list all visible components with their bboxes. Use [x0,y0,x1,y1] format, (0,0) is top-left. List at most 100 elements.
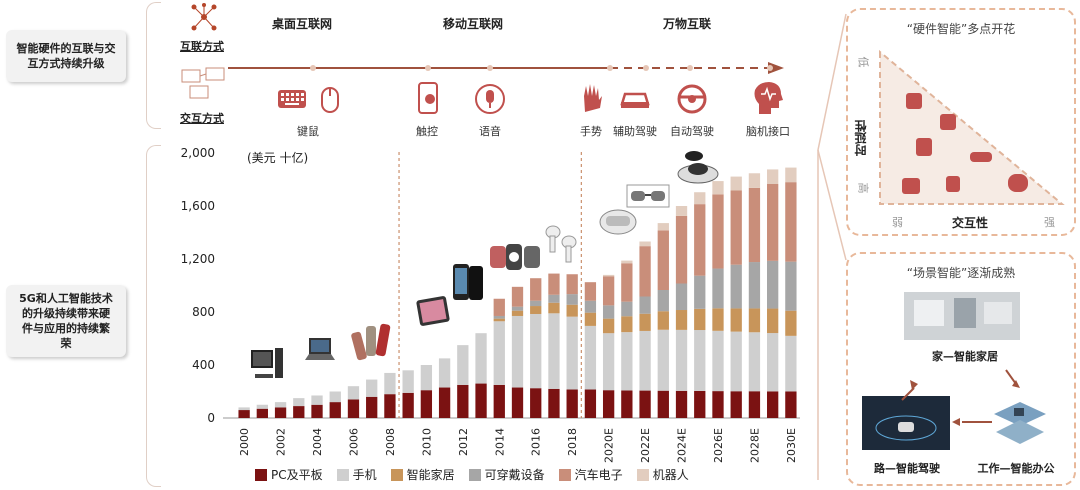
bar-segment [566,304,578,317]
hardware-intelligence-panel: “硬件智能”多点开花 时延性 低 高 弱 交互性 强 [846,8,1076,236]
x-tick-label: 2026E [712,428,725,463]
interaction-label: 键鼠 [297,125,319,138]
bar-segment [584,282,597,301]
x-axis-label: 交互性 [952,216,989,230]
gesture-icon [584,84,602,112]
bar-segment [311,404,323,418]
x-tick-label: 2018 [566,428,579,456]
smartphone-icon [453,264,483,300]
x-tick-label: 2004 [311,428,324,456]
panel-connector [817,13,847,480]
bar-segment [712,268,724,309]
bar-segment [712,181,724,195]
legend-item-phone: 手机 [336,466,377,483]
bar-segment [475,383,487,418]
bar-segment [256,408,268,418]
bar-segment [657,311,669,330]
bar-segment [366,379,378,397]
bar-segment [548,388,560,418]
bar-segment [712,308,724,331]
bar-segment [785,182,797,262]
laptop-icon [305,338,335,360]
latency-interactivity-triangle [879,49,1065,205]
vr-headset-icon [599,209,637,235]
interaction-label: 脑机接口 [746,125,790,138]
bar-segment [329,402,341,418]
bar-segment [347,386,360,400]
bar-segment [694,275,706,309]
bar-segment [639,296,651,314]
bar-segment [584,389,597,418]
network-icon [191,3,217,31]
bar-segment [621,263,633,302]
bar-segment [767,391,779,418]
timeline-arrow [228,62,784,74]
bar-segment [402,392,414,418]
top-bracket [146,2,161,129]
bar-segment [694,308,706,331]
left-label-top: 智能硬件的互联与交互方式持续升级 [6,30,126,82]
bar-segment [639,390,651,418]
bar-segment [493,384,505,418]
bar-segment [712,194,724,269]
scene-intelligence-panel: “场景智能”逐渐成熟 家—智能家居 路—智能驾驶 工作—智能办公 [846,252,1076,486]
bar-segment [657,223,669,231]
bar-segment [602,276,615,306]
bar-segment [694,204,706,276]
bar-segment [602,333,615,391]
bar-segment [530,300,542,307]
bar-segment [785,335,797,392]
bar-segment [493,318,505,322]
y-tick-label: 1,200 [181,252,215,266]
bar-segment [238,410,250,418]
row-label-connect: 互联方式 [180,40,224,53]
bar-segment [420,365,433,391]
bar-segment [530,278,542,301]
legend-item-robot: 机器人 [636,466,689,483]
bar-segment [639,246,651,297]
bar-segment [748,173,761,188]
bar-segment [366,396,378,418]
bar-segment [293,406,305,418]
bar-segment [767,184,779,261]
bar-segment [457,345,469,385]
y-tick-label: 800 [192,305,215,319]
legend-item-home: 智能家居 [390,466,455,483]
voice-icon [475,84,505,114]
x-axis-weak: 弱 [892,216,903,229]
x-tick-label: 2000 [238,428,251,456]
bar-segment [730,308,742,332]
bar-segment [712,391,724,418]
bar-segment [511,315,524,388]
bar-segment [493,315,505,319]
bar-segment [785,391,797,418]
bar-segment [530,306,542,314]
bar-segment [566,316,578,390]
bar-segment [621,301,633,317]
bar-segment [584,300,597,313]
bar-segment [657,230,669,291]
bar-segment [602,274,615,277]
office-caption: 工作—智能办公 [977,462,1055,475]
legend-item-pc: PC及平板 [255,466,323,483]
bar-segment [657,329,669,391]
interaction-label: 语音 [479,125,501,138]
chart-legend: PC及平板 手机 智能家居 可穿戴设备 汽车电子 机器人 [255,466,689,483]
bar-segment [748,391,761,418]
panel-title: “硬件智能”多点开花 [906,22,1016,36]
bar-segment [602,305,615,319]
y-tick-label: 2,000 [181,146,215,160]
bar-segment [621,332,633,391]
era-mobile: 移动互联网 [443,17,504,31]
bar-segment [639,241,651,247]
bar-segment [748,187,761,263]
bar-segment [657,390,669,418]
bar-segment [767,333,779,392]
bar-segment [311,395,323,405]
x-tick-label: 2020E [603,428,616,463]
y-axis-label: 时延性 [854,120,868,156]
bar-segment [602,318,615,334]
smart-office-image [994,402,1046,444]
bar-segment [566,274,578,295]
desktop-pc-icon [251,348,283,378]
